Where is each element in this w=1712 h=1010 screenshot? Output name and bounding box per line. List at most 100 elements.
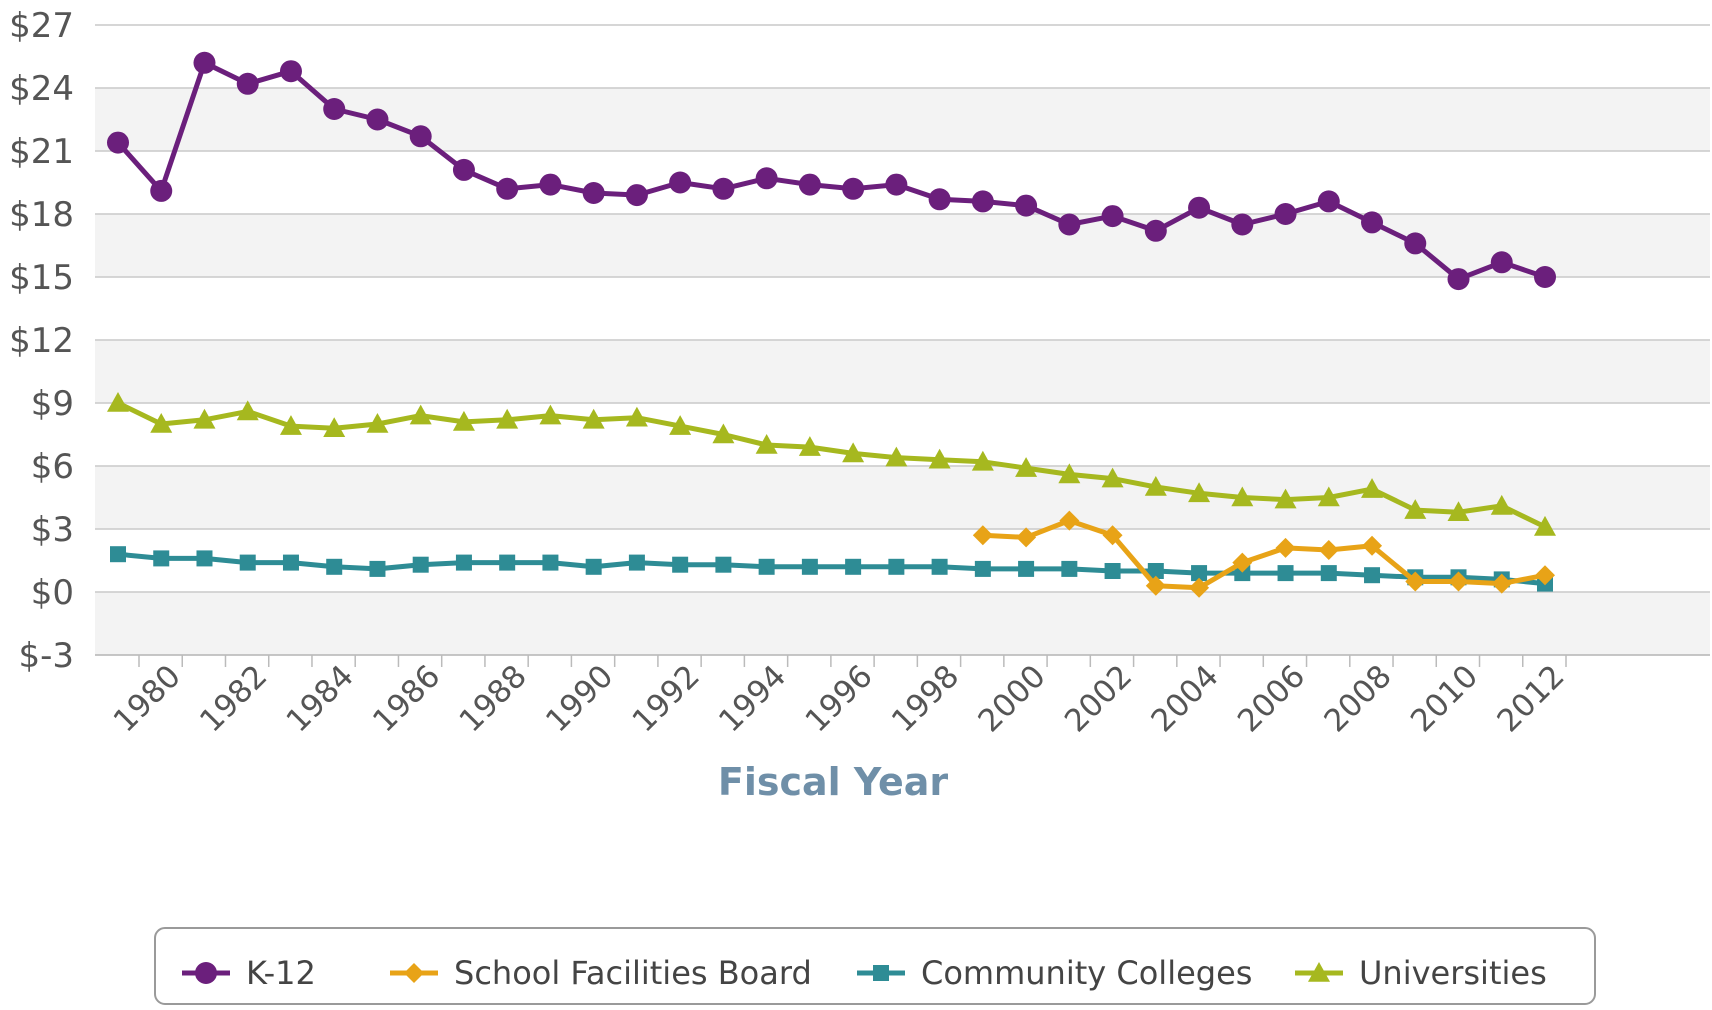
data-point-universities — [409, 404, 432, 425]
data-point-universities — [496, 408, 519, 429]
data-point-k-12 — [885, 173, 908, 196]
plot-band — [95, 88, 1710, 151]
legend-item-universities: Universities — [1295, 954, 1547, 992]
data-point-community-colleges — [715, 556, 732, 573]
x-tick-label: 1992 — [626, 658, 707, 739]
data-point-school-facilities-board — [972, 525, 993, 546]
y-tick-label: $3 — [31, 510, 74, 550]
x-tick-label: 1990 — [539, 658, 620, 739]
x-axis-label: Fiscal Year — [718, 760, 948, 804]
data-point-universities — [582, 408, 605, 429]
y-tick-label: $-3 — [18, 636, 74, 676]
legend-item-k-12: K-12 — [182, 954, 316, 992]
data-point-k-12 — [1101, 205, 1124, 228]
series-line-k-12 — [115, 60, 1548, 282]
data-point-k-12 — [1144, 219, 1167, 242]
x-tick-label: 1984 — [280, 658, 361, 739]
data-point-community-colleges — [585, 558, 602, 575]
data-point-universities — [1015, 457, 1038, 477]
data-point-community-colleges — [1018, 560, 1035, 577]
data-point-k-12 — [496, 177, 519, 200]
x-tick-label: 2008 — [1317, 658, 1398, 739]
x-tick-label: 1996 — [799, 658, 880, 739]
data-point-community-colleges — [801, 558, 818, 575]
data-point-k-12 — [712, 177, 735, 200]
data-point-universities — [539, 404, 562, 425]
series-universities — [107, 392, 1556, 536]
data-point-k-12 — [452, 158, 475, 181]
data-point-k-12 — [971, 190, 994, 213]
plot-band — [95, 340, 1710, 403]
data-point-universities — [885, 446, 908, 467]
x-axis: 1980 1982 1984 1986 1988 1990 1992 1994 1996 1998… — [95, 654, 1710, 739]
data-point-community-colleges — [369, 560, 386, 577]
y-tick-label: $18 — [9, 195, 74, 235]
legend-label: Universities — [1359, 954, 1547, 992]
data-point-community-colleges — [542, 554, 559, 571]
data-point-community-colleges — [1364, 567, 1381, 584]
data-point-community-colleges — [239, 554, 256, 571]
data-point-universities — [1231, 486, 1254, 507]
data-point-school-facilities-board — [1102, 525, 1123, 546]
y-tick-label: $6 — [31, 447, 74, 487]
plot-band — [95, 466, 1710, 529]
legend-marker — [404, 963, 424, 983]
data-point-universities — [107, 392, 129, 412]
data-point-k-12 — [928, 188, 951, 211]
data-point-school-facilities-board — [1275, 537, 1296, 558]
data-point-community-colleges — [455, 554, 472, 571]
x-tick-label: 1982 — [193, 658, 274, 739]
data-point-universities — [1317, 486, 1340, 507]
data-point-universities — [452, 410, 475, 431]
x-tick-label: 2000 — [971, 658, 1052, 739]
x-tick-label: 1998 — [885, 658, 966, 739]
data-point-k-12 — [582, 182, 605, 204]
series-group — [107, 51, 1556, 598]
legend-item-community-colleges: Community Colleges — [857, 954, 1252, 992]
data-point-k-12 — [669, 171, 692, 194]
series-line-community-colleges — [115, 551, 1548, 587]
x-tick-label: 2012 — [1490, 658, 1571, 739]
data-point-community-colleges — [931, 558, 948, 575]
series-k-12 — [107, 51, 1556, 291]
x-tick-label: 2002 — [1058, 658, 1139, 739]
data-point-universities — [669, 415, 692, 435]
series-line-universities — [115, 400, 1548, 530]
data-point-school-facilities-board — [1059, 510, 1080, 531]
data-point-k-12 — [1231, 213, 1254, 236]
data-point-k-12 — [323, 98, 346, 120]
data-point-universities — [1361, 478, 1384, 498]
legend-item-school-facilities-board: School Facilities Board — [390, 954, 812, 992]
data-point-community-colleges — [1320, 565, 1337, 582]
data-point-school-facilities-board — [1189, 577, 1210, 598]
data-point-community-colleges — [1234, 565, 1251, 582]
data-point-universities — [1404, 499, 1427, 519]
data-point-universities — [1534, 515, 1556, 536]
x-tick-label: 2010 — [1404, 658, 1485, 739]
data-point-universities — [1058, 463, 1081, 484]
data-point-community-colleges — [110, 546, 126, 563]
data-point-universities — [323, 417, 346, 437]
data-point-school-facilities-board — [1535, 565, 1555, 586]
x-tick-label: 1986 — [366, 658, 447, 739]
plot-bands — [95, 88, 1710, 655]
data-point-community-colleges — [412, 556, 429, 573]
data-point-k-12 — [798, 173, 821, 196]
data-point-community-colleges — [326, 558, 343, 575]
data-point-school-facilities-board — [1362, 535, 1383, 556]
plot-band — [95, 214, 1710, 277]
y-tick-label: $21 — [9, 132, 74, 172]
data-point-universities — [798, 436, 821, 456]
data-point-community-colleges — [672, 556, 689, 573]
data-point-universities — [928, 448, 951, 469]
data-point-community-colleges — [1104, 563, 1121, 579]
data-point-universities — [625, 406, 648, 427]
y-tick-label: $9 — [31, 384, 74, 424]
x-tick-label: 1988 — [453, 658, 534, 739]
data-point-k-12 — [236, 72, 259, 95]
data-point-k-12 — [1058, 213, 1081, 236]
data-point-universities — [150, 413, 173, 433]
data-point-universities — [236, 400, 259, 421]
data-point-universities — [842, 442, 865, 463]
